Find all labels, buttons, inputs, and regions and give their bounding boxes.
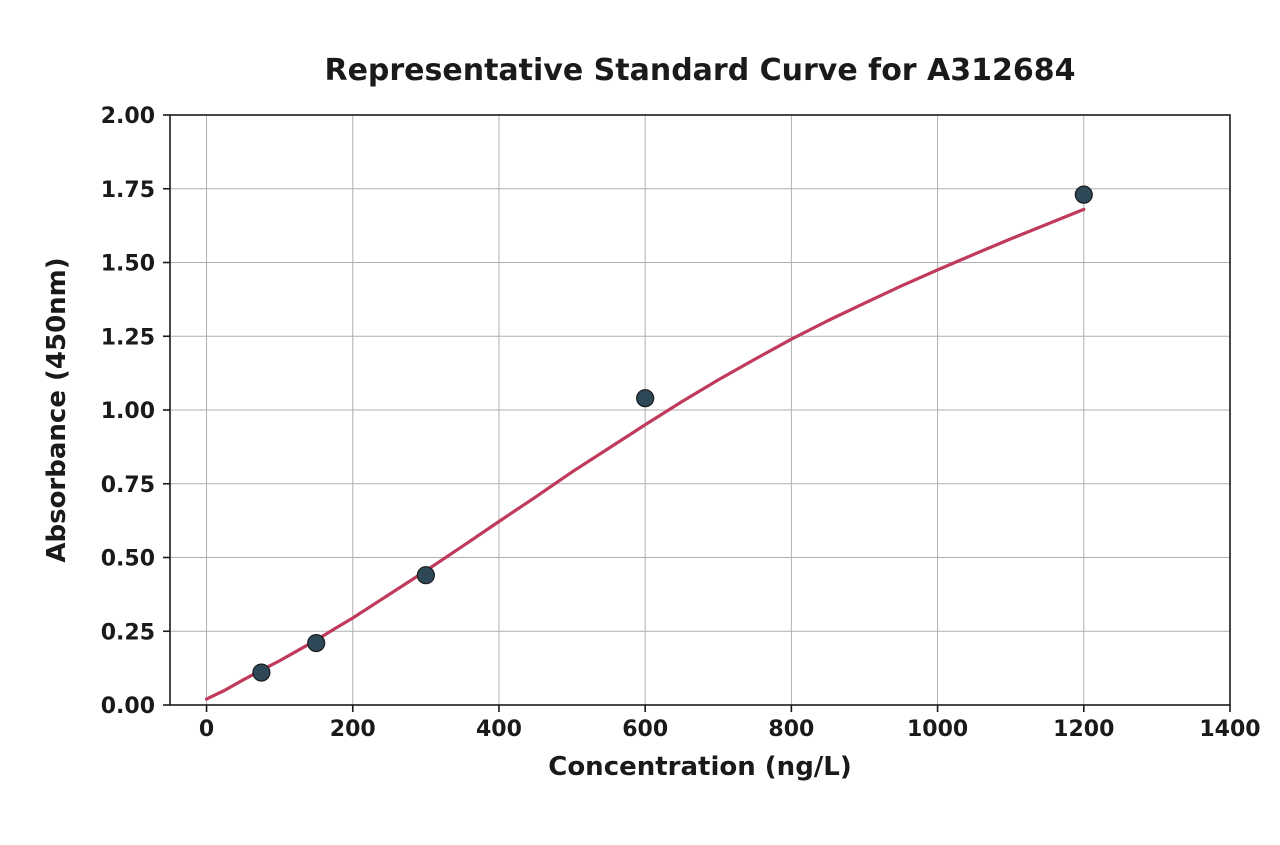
y-tick-label: 0.00 bbox=[101, 694, 155, 719]
y-tick-label: 0.25 bbox=[101, 620, 155, 645]
y-tick-label: 1.00 bbox=[101, 399, 155, 424]
y-tick-label: 0.50 bbox=[101, 547, 155, 572]
x-tick-label: 0 bbox=[199, 717, 214, 742]
y-tick-label: 1.25 bbox=[101, 325, 155, 350]
x-tick-label: 1400 bbox=[1199, 717, 1260, 742]
standard-curve-chart: 0 200 400 600 800 1000 1200 1400 0.00 0.25 0.50 0.7… bbox=[0, 0, 1280, 845]
data-point bbox=[417, 567, 434, 584]
x-tick-label: 400 bbox=[476, 717, 522, 742]
data-point bbox=[308, 635, 325, 652]
x-tick-label: 600 bbox=[622, 717, 668, 742]
data-point bbox=[1075, 186, 1092, 203]
y-tick-label: 0.75 bbox=[101, 473, 155, 498]
x-tick-label: 1200 bbox=[1053, 717, 1114, 742]
x-axis-label: Concentration (ng/L) bbox=[548, 752, 852, 782]
x-tick-label: 200 bbox=[330, 717, 376, 742]
chart-title: Representative Standard Curve for A31268… bbox=[324, 53, 1075, 88]
x-tick-label: 800 bbox=[768, 717, 814, 742]
y-tick-label: 2.00 bbox=[101, 104, 155, 129]
y-tick-label: 1.50 bbox=[101, 252, 155, 277]
chart-container: 0 200 400 600 800 1000 1200 1400 0.00 0.25 0.50 0.7… bbox=[0, 0, 1280, 845]
y-tick-label: 1.75 bbox=[101, 178, 155, 203]
data-point bbox=[637, 390, 654, 407]
x-tick-label: 1000 bbox=[907, 717, 968, 742]
data-point bbox=[253, 664, 270, 681]
y-axis-label: Absorbance (450nm) bbox=[42, 257, 72, 562]
